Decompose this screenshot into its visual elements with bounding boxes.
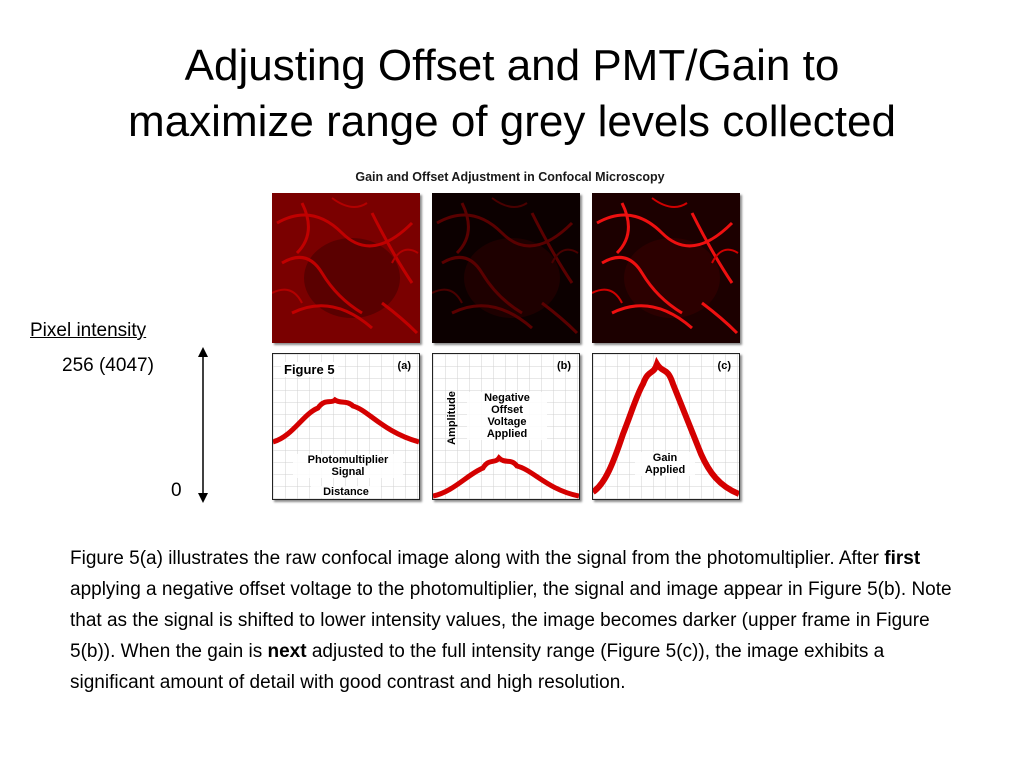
figure-heading: Gain and Offset Adjustment in Confocal M… (355, 170, 665, 184)
micro-image-c (591, 193, 740, 343)
panel-tag-c: (c) (717, 360, 731, 372)
micro-image-a (271, 193, 420, 343)
pixel-intensity-title: Pixel intensity (30, 320, 147, 341)
panel-tag-a: (a) (397, 360, 411, 372)
figure-description: Figure 5(a) illustrates the raw confocal… (70, 548, 952, 693)
signal-plot-c: (c) Gain Applied (592, 353, 740, 500)
figure-5-image: Gain and Offset Adjustment in Confocal M… (270, 165, 750, 510)
emphasis-first: first (884, 548, 921, 569)
panel-tag-b: (b) (556, 360, 571, 372)
micro-image-b (431, 193, 580, 343)
slide-title: Adjusting Offset and PMT/Gain to maximiz… (0, 38, 1024, 150)
pixel-intensity-min: 0 (171, 480, 182, 501)
signal-plot-b: (b) Amplitude Negative Offset Voltage Ap… (432, 353, 580, 500)
signal-plot-a: Figure 5 (a) Photomultiplier Signal Dist… (272, 353, 420, 500)
photomultiplier-signal-caption: Photomultiplier Signal (293, 454, 403, 478)
amplitude-label: Amplitude (445, 391, 458, 445)
double-arrow-icon (198, 347, 208, 503)
figure-label: Figure 5 (281, 362, 338, 377)
distance-label: Distance (311, 486, 381, 498)
emphasis-next: next (267, 641, 307, 662)
negative-offset-caption: Negative Offset Voltage Applied (467, 392, 547, 440)
slide-title-line-2: maximize range of grey levels collected (128, 97, 896, 146)
pixel-intensity-max: 256 (4047) (62, 355, 154, 376)
slide-title-line-1: Adjusting Offset and PMT/Gain to (184, 41, 840, 90)
gain-applied-caption: Gain Applied (635, 452, 695, 476)
